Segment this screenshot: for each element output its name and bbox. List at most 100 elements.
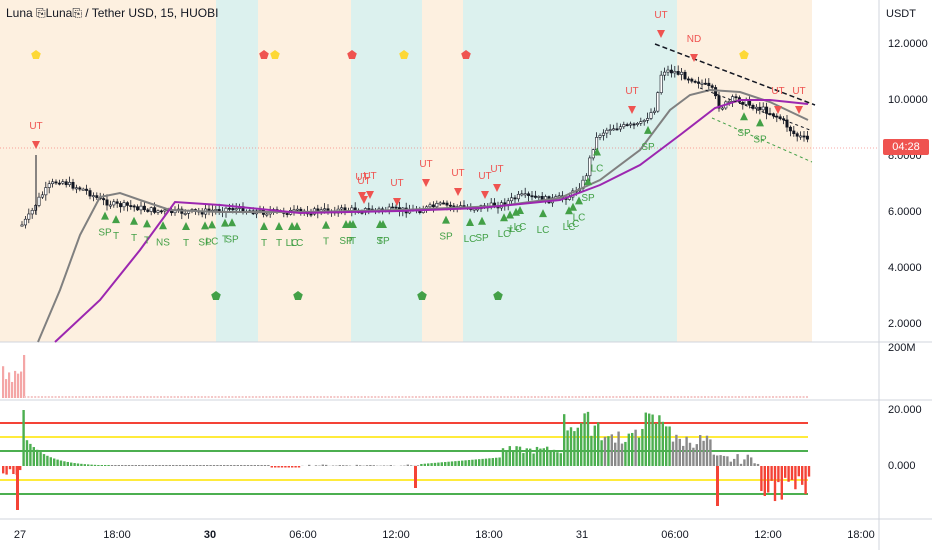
candle-body — [615, 128, 619, 131]
oscillator-bar — [760, 466, 763, 492]
volume-bar — [136, 396, 139, 398]
volume-bar — [364, 396, 366, 398]
candle-body — [214, 209, 218, 211]
signal-marker — [569, 202, 577, 211]
signal-label: SP — [439, 232, 453, 243]
signal-label: UT — [419, 159, 432, 170]
oscillator-bar — [739, 463, 743, 466]
candle-body — [697, 81, 701, 84]
volume-bar — [690, 396, 693, 398]
signal-marker — [478, 216, 486, 225]
oscillator-bar — [338, 465, 341, 466]
volume-bar — [251, 396, 254, 398]
session-marker — [461, 50, 471, 59]
signal-label: SP — [753, 134, 767, 145]
candle-body — [146, 209, 150, 212]
volume-bar — [496, 396, 499, 398]
volume-bar — [68, 396, 71, 398]
candle-body — [601, 132, 605, 136]
signal-label: ND — [687, 34, 701, 45]
oscillator-bar — [46, 455, 49, 466]
session-band — [351, 0, 422, 342]
volume-bar — [425, 396, 428, 398]
volume-bar — [540, 396, 543, 398]
oscillator-bar — [705, 435, 709, 466]
volume-bar — [88, 396, 91, 398]
volume-bar — [183, 396, 186, 398]
signal-marker — [379, 220, 387, 228]
candle-body — [676, 71, 680, 75]
candle-body — [659, 74, 663, 93]
volume-bar — [649, 396, 652, 398]
signal-label: LC — [537, 225, 550, 236]
signal-marker — [221, 218, 229, 227]
volume-bar — [353, 396, 356, 398]
oscillator-bar — [53, 458, 56, 466]
oscillator-bar — [36, 449, 39, 466]
oscillator-bar — [321, 464, 324, 466]
candle-body — [527, 193, 531, 196]
oscillator-bar — [790, 466, 794, 480]
signal-marker — [112, 215, 120, 224]
volume-bar — [486, 396, 489, 398]
oscillator-bar — [447, 461, 450, 466]
oscillator-bar — [253, 465, 256, 466]
signal-label: SP — [98, 228, 112, 239]
volume-bar — [489, 396, 492, 398]
signal-label: SP — [225, 234, 239, 245]
candle-body — [292, 209, 296, 212]
trend-line — [711, 117, 813, 163]
candle-body — [782, 118, 786, 121]
session-marker — [347, 50, 357, 59]
volume-bar — [530, 396, 533, 398]
oscillator-bar — [206, 465, 209, 466]
candle-body — [765, 106, 769, 114]
oscillator-bar — [80, 463, 83, 466]
session-marker — [270, 50, 280, 59]
volume-bar — [428, 396, 431, 398]
candle-body — [30, 210, 34, 215]
candle-body — [690, 78, 694, 82]
oscillator-bar — [240, 465, 243, 466]
session-marker — [493, 291, 503, 300]
volume-bar — [557, 396, 560, 398]
signal-label: T — [113, 231, 119, 242]
oscillator-bar — [484, 458, 488, 466]
signal-label: UT — [29, 121, 42, 132]
symbol-title[interactable]: Luna ⎘Luna⎘ / Tether USD, 15, HUOBI — [6, 6, 219, 20]
candle-body — [20, 224, 24, 227]
signal-marker — [516, 206, 524, 214]
volume-bar — [279, 396, 281, 398]
oscillator-bar — [76, 463, 80, 466]
oscillator-bar — [32, 447, 35, 466]
signal-label: T — [323, 237, 329, 248]
volume-bar — [727, 396, 730, 398]
volume-bar — [693, 396, 696, 398]
volume-bar — [248, 396, 251, 398]
oscillator-bar — [223, 465, 226, 466]
oscillator-bar — [505, 451, 508, 466]
oscillator-bar — [359, 465, 362, 466]
volume-bar — [64, 396, 67, 398]
volume-bar — [330, 396, 332, 398]
signal-label: UT — [490, 164, 503, 175]
volume-bar — [289, 396, 292, 398]
signal-label: LC — [498, 229, 511, 240]
signal-marker — [260, 222, 268, 230]
candle-body — [78, 187, 82, 190]
oscillator-bar — [25, 440, 29, 466]
volume-bar — [37, 396, 40, 398]
volume-bar — [326, 396, 329, 398]
oscillator-bar — [610, 434, 613, 466]
candle-body — [618, 126, 622, 130]
oscillator-bar — [746, 454, 749, 466]
volume-bar — [384, 396, 387, 398]
candle-body — [153, 207, 157, 213]
oscillator-bar — [464, 460, 467, 466]
oscillator-bar — [770, 466, 773, 481]
signal-label: LC — [514, 222, 527, 233]
oscillator-bar — [481, 458, 484, 466]
volume-bar — [211, 396, 213, 398]
signal-marker — [228, 218, 236, 227]
